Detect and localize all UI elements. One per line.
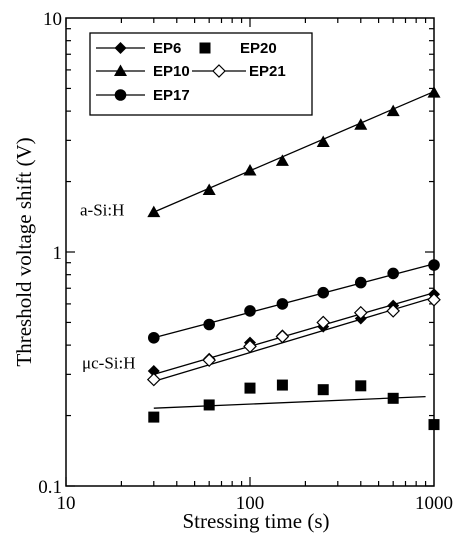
- legend-label-ep17: EP17: [153, 87, 190, 104]
- data-point-ep21: [202, 353, 217, 367]
- data-point-ep10: [386, 104, 400, 117]
- legend-box: [89, 32, 313, 116]
- x-tick-label: 1000: [415, 493, 453, 514]
- data-point-ep20: [387, 392, 399, 404]
- legend-label-ep20: EP20: [240, 40, 277, 57]
- data-point-ep17: [147, 331, 160, 344]
- data-point-ep17: [203, 318, 215, 331]
- data-point-ep17: [317, 286, 330, 299]
- data-point-ep10: [147, 205, 161, 218]
- data-point-ep21: [243, 339, 257, 354]
- legend-marker-ep20: [199, 42, 211, 54]
- data-point-ep20: [148, 411, 160, 423]
- data-point-ep10: [427, 86, 441, 98]
- fit-line-ep20: [153, 395, 426, 409]
- data-point-ep17: [354, 276, 367, 289]
- fit-line-ep10: [153, 90, 435, 213]
- legend-label-ep6: EP6: [153, 40, 181, 57]
- annotation-a-si: a-Si:H: [80, 200, 124, 219]
- legend-label-ep10: EP10: [153, 63, 190, 80]
- series-ep20: [148, 379, 440, 431]
- data-point-ep6: [147, 365, 160, 378]
- data-point-ep17: [428, 259, 440, 271]
- y-tick-label: 1: [53, 243, 63, 264]
- legend-marker-ep21: [212, 64, 226, 78]
- series-ep10: [147, 86, 441, 218]
- y-tick-label: 0.1: [38, 477, 62, 498]
- x-axis-label: Stressing time (s): [183, 509, 330, 533]
- fit-line-ep17: [153, 263, 435, 339]
- data-point-ep17: [276, 298, 289, 310]
- data-point-ep21: [386, 304, 401, 318]
- legend-label-ep21: EP21: [249, 63, 286, 80]
- legend: EP6 EP20 EP10 EP21 EP17: [89, 32, 313, 116]
- data-point-ep10: [354, 118, 368, 130]
- data-point-ep20: [244, 382, 256, 394]
- data-point-ep10: [243, 163, 257, 176]
- data-point-ep17: [387, 267, 399, 280]
- data-point-ep20: [428, 419, 440, 431]
- data-point-ep21: [427, 292, 441, 307]
- y-tick-label: 10: [43, 9, 62, 30]
- data-point-ep21: [316, 315, 331, 330]
- annotation-uc-si: μc-Si:H: [82, 354, 136, 373]
- axis-ticks: [65, 18, 434, 487]
- y-axis-label: Threshold voltage shift (V): [12, 137, 36, 366]
- data-point-ep20: [355, 380, 367, 392]
- data-point-ep20: [203, 399, 215, 411]
- series-ep6: [147, 288, 440, 378]
- data-point-ep10: [316, 135, 330, 148]
- data-point-ep10: [275, 154, 289, 166]
- legend-marker-ep6: [114, 42, 127, 54]
- series-ep21: [146, 292, 441, 387]
- legend-marker-ep17: [114, 89, 127, 101]
- data-point-ep17: [244, 305, 256, 317]
- data-point-ep21: [353, 305, 368, 320]
- x-tick-label: 10: [57, 493, 76, 514]
- data-point-ep10: [202, 183, 216, 196]
- data-point-ep21: [146, 372, 161, 387]
- data-point-ep21: [275, 329, 290, 344]
- series-ep17: [147, 259, 440, 344]
- data-point-ep20: [276, 379, 288, 391]
- fit-line-ep6: [153, 292, 435, 375]
- data-point-ep20: [317, 384, 329, 396]
- legend-marker-ep10: [114, 64, 127, 76]
- x-tick-label: 100: [236, 493, 265, 514]
